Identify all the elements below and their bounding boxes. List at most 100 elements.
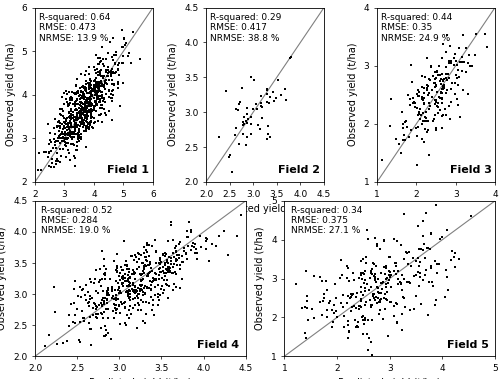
Point — [102, 112, 110, 118]
Point — [90, 125, 98, 131]
Point — [182, 251, 190, 257]
Point — [412, 125, 420, 131]
Point — [82, 105, 90, 111]
Point — [107, 71, 115, 77]
Point — [86, 119, 94, 125]
Point — [247, 121, 255, 127]
Point — [98, 102, 106, 108]
Point — [147, 265, 155, 271]
Point — [51, 116, 59, 122]
Point — [85, 299, 93, 305]
Point — [138, 276, 146, 282]
Point — [68, 128, 76, 135]
Point — [74, 131, 82, 137]
Point — [128, 286, 136, 292]
Point — [308, 305, 316, 312]
Point — [436, 63, 444, 69]
Point — [96, 79, 104, 85]
Point — [85, 121, 93, 127]
Point — [420, 74, 428, 80]
Point — [426, 246, 434, 252]
Point — [124, 50, 132, 56]
Point — [143, 285, 151, 291]
Point — [83, 95, 91, 101]
Point — [92, 66, 100, 72]
Point — [425, 90, 433, 96]
Point — [98, 74, 106, 80]
Point — [80, 105, 88, 111]
Point — [60, 132, 68, 138]
Point — [431, 80, 439, 86]
Point — [439, 86, 447, 92]
Point — [130, 287, 138, 293]
Point — [130, 257, 138, 263]
Point — [164, 296, 172, 302]
Point — [433, 261, 441, 267]
Point — [83, 90, 91, 96]
Point — [102, 305, 110, 312]
Point — [102, 327, 110, 334]
Point — [431, 84, 439, 90]
Point — [408, 62, 416, 68]
Point — [117, 290, 125, 296]
Point — [146, 262, 154, 268]
Point — [258, 100, 266, 106]
Point — [79, 117, 87, 123]
Point — [394, 301, 402, 307]
Point — [430, 69, 438, 75]
Point — [92, 313, 100, 319]
Point — [440, 85, 448, 91]
Point — [78, 114, 86, 121]
Point — [424, 245, 432, 251]
Point — [84, 99, 92, 105]
Point — [98, 300, 106, 306]
Point — [88, 92, 96, 98]
Point — [439, 77, 447, 83]
Point — [114, 79, 122, 85]
Point — [148, 268, 156, 274]
Point — [100, 263, 108, 269]
Point — [68, 115, 76, 121]
Point — [136, 56, 143, 62]
Text: R-squared: 0.29
RMSE: 0.417
NRMSE: 38.8 %: R-squared: 0.29 RMSE: 0.417 NRMSE: 38.8 … — [210, 13, 281, 42]
Point — [88, 86, 96, 92]
Point — [368, 268, 376, 274]
Point — [35, 150, 43, 156]
Point — [49, 145, 57, 151]
Point — [115, 285, 123, 291]
Point — [76, 127, 84, 133]
Point — [427, 230, 435, 236]
Point — [96, 55, 104, 61]
Point — [158, 259, 166, 265]
Point — [378, 280, 386, 286]
Point — [70, 123, 78, 129]
Point — [432, 202, 440, 208]
Point — [453, 62, 461, 68]
Point — [88, 92, 96, 99]
Point — [114, 81, 122, 88]
Point — [144, 249, 152, 255]
Point — [74, 90, 82, 96]
Point — [61, 125, 69, 131]
Point — [387, 96, 395, 102]
Point — [117, 299, 125, 305]
Point — [387, 284, 395, 290]
Point — [387, 272, 395, 278]
Point — [92, 301, 100, 307]
Point — [438, 233, 446, 240]
Point — [399, 138, 407, 144]
Point — [77, 294, 85, 300]
Point — [124, 276, 132, 282]
Point — [102, 80, 110, 86]
Point — [160, 269, 168, 276]
Point — [146, 262, 154, 268]
Point — [66, 128, 74, 134]
Point — [428, 87, 436, 93]
Point — [81, 106, 89, 112]
Point — [110, 315, 118, 321]
Point — [415, 263, 423, 269]
Point — [377, 280, 385, 286]
Point — [68, 124, 76, 130]
Point — [70, 107, 78, 113]
Point — [77, 107, 85, 113]
